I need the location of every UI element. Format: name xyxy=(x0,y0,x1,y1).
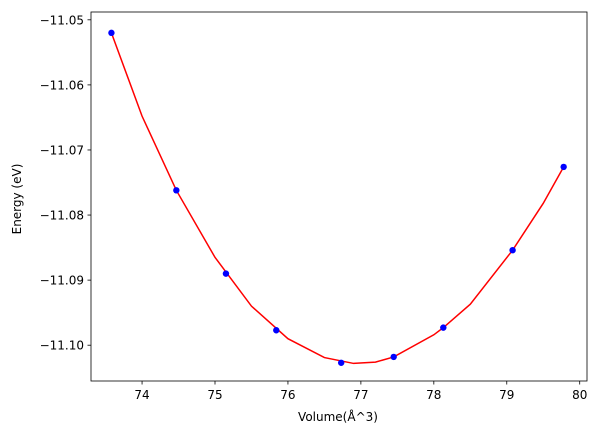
data-point xyxy=(390,353,397,361)
x-tick-label: 80 xyxy=(572,388,587,402)
y-tick-label: −11.10 xyxy=(40,339,84,353)
y-axis-label: Energy (eV) xyxy=(10,164,24,235)
y-tick-label: −11.06 xyxy=(40,78,84,92)
data-point xyxy=(222,270,230,277)
data-point xyxy=(337,359,345,366)
x-tick-label: 78 xyxy=(426,388,441,402)
fit-curve xyxy=(110,32,565,365)
data-point xyxy=(509,246,516,254)
data-point xyxy=(560,163,567,171)
data-point xyxy=(108,29,115,37)
data-point xyxy=(273,327,280,334)
data-point xyxy=(440,324,447,331)
x-tick-label: 76 xyxy=(280,388,295,402)
x-tick-label: 77 xyxy=(353,388,368,402)
x-axis-ticks: 74 75 76 77 78 79 80 xyxy=(134,381,587,402)
y-axis-ticks: −11.10 −11.09 −11.08 −11.07 −11.06 −11.05 xyxy=(40,13,91,353)
data-point xyxy=(173,187,180,194)
y-tick-label: −11.07 xyxy=(40,143,84,157)
y-tick-label: −11.08 xyxy=(40,209,84,223)
y-tick-label: −11.05 xyxy=(40,13,84,27)
plot-frame xyxy=(90,11,588,382)
x-axis-label: Volume(Å^3) xyxy=(298,409,378,424)
y-tick-label: −11.09 xyxy=(40,274,84,288)
x-tick-label: 74 xyxy=(134,388,149,402)
plot-area xyxy=(90,11,588,382)
x-tick-label: 75 xyxy=(207,388,222,402)
x-tick-label: 79 xyxy=(499,388,514,402)
